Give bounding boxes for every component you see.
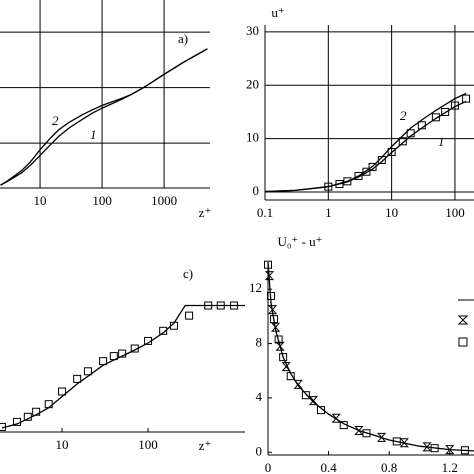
- marker: [58, 387, 67, 396]
- series-line: [264, 92, 467, 193]
- marker: [73, 374, 82, 383]
- marker: [317, 406, 326, 415]
- x-tick-label: 0: [265, 460, 272, 474]
- marker: [445, 445, 455, 455]
- marker: [159, 326, 168, 335]
- y-tick-label: 10: [246, 130, 259, 145]
- marker: [441, 107, 450, 116]
- marker: [267, 305, 278, 315]
- marker: [286, 372, 295, 381]
- x-tick-label: 1: [325, 205, 332, 220]
- x-axis-label: z⁺: [199, 205, 212, 220]
- x-tick-label: 1000: [151, 193, 177, 208]
- marker: [362, 429, 371, 438]
- marker: [462, 94, 471, 103]
- x-tick-label: 10: [56, 437, 69, 452]
- marker: [398, 137, 407, 146]
- marker: [23, 412, 32, 421]
- marker: [216, 301, 225, 310]
- x-tick-label: 100: [445, 205, 465, 220]
- y-tick-label: 8: [256, 335, 263, 350]
- x-tick-label: 10: [385, 205, 398, 220]
- marker: [430, 444, 439, 453]
- marker: [301, 391, 310, 400]
- marker: [279, 353, 288, 362]
- marker: [281, 362, 291, 372]
- marker: [377, 155, 386, 164]
- x-tick-label: 10: [34, 193, 47, 208]
- marker: [144, 336, 153, 345]
- marker: [118, 349, 127, 358]
- panel-label: c): [183, 266, 193, 281]
- legend-symbol: [457, 315, 469, 325]
- series-line: [264, 100, 467, 193]
- series-line: [0, 48, 208, 186]
- marker: [387, 147, 396, 156]
- marker: [399, 438, 409, 448]
- marker: [109, 352, 118, 361]
- marker: [368, 162, 377, 171]
- marker: [44, 400, 53, 409]
- marker: [354, 171, 363, 180]
- y-tick-label: 12: [249, 280, 262, 295]
- marker: [275, 341, 285, 351]
- y-tick-label: 0: [256, 443, 263, 458]
- y-tick-label: 4: [256, 389, 263, 404]
- marker: [83, 367, 92, 376]
- x-tick-label: 100: [138, 437, 158, 452]
- marker: [431, 113, 440, 122]
- marker: [274, 335, 283, 344]
- marker: [450, 101, 459, 110]
- y-axis-label: U₀⁺ - u⁺: [278, 234, 323, 249]
- marker: [270, 322, 281, 332]
- marker: [354, 426, 364, 436]
- marker: [130, 344, 139, 353]
- y-tick-label: 20: [246, 76, 259, 91]
- legend-symbol: [458, 337, 468, 347]
- y-tick-label: 0: [253, 183, 260, 198]
- x-tick-label: 0.4: [320, 460, 337, 474]
- panel-label: a): [178, 31, 188, 46]
- series-line: [1, 304, 245, 429]
- marker: [460, 446, 469, 455]
- marker: [185, 311, 194, 320]
- marker: [230, 301, 239, 310]
- marker: [270, 315, 279, 324]
- series-label: 1: [438, 134, 445, 149]
- marker: [335, 179, 344, 188]
- x-tick-label: 1.2: [442, 460, 458, 474]
- marker: [331, 413, 341, 423]
- marker: [32, 407, 41, 416]
- marker: [169, 321, 178, 330]
- series-label: 2: [400, 108, 407, 123]
- marker: [417, 121, 426, 130]
- marker: [377, 432, 387, 442]
- marker: [293, 379, 303, 389]
- x-tick-label: 100: [92, 193, 112, 208]
- series-line: [267, 261, 474, 452]
- marker: [264, 260, 272, 269]
- marker: [422, 442, 432, 452]
- marker: [406, 129, 415, 138]
- marker: [362, 167, 371, 176]
- marker: [0, 422, 6, 431]
- marker: [308, 396, 319, 406]
- marker: [324, 182, 333, 191]
- series-label: 2: [52, 113, 59, 128]
- marker: [267, 291, 276, 300]
- y-axis-label: u⁺: [271, 5, 284, 20]
- x-axis-label: z⁺: [199, 438, 212, 453]
- marker: [343, 177, 352, 186]
- marker: [339, 421, 348, 430]
- series-label: 1: [90, 127, 97, 142]
- marker: [264, 271, 275, 281]
- x-tick-label: 0.8: [381, 460, 397, 474]
- marker: [204, 301, 213, 310]
- marker: [99, 357, 108, 366]
- x-tick-label: 0.1: [257, 205, 273, 220]
- y-tick-label: 30: [246, 23, 259, 38]
- marker: [392, 437, 401, 446]
- marker: [13, 417, 22, 426]
